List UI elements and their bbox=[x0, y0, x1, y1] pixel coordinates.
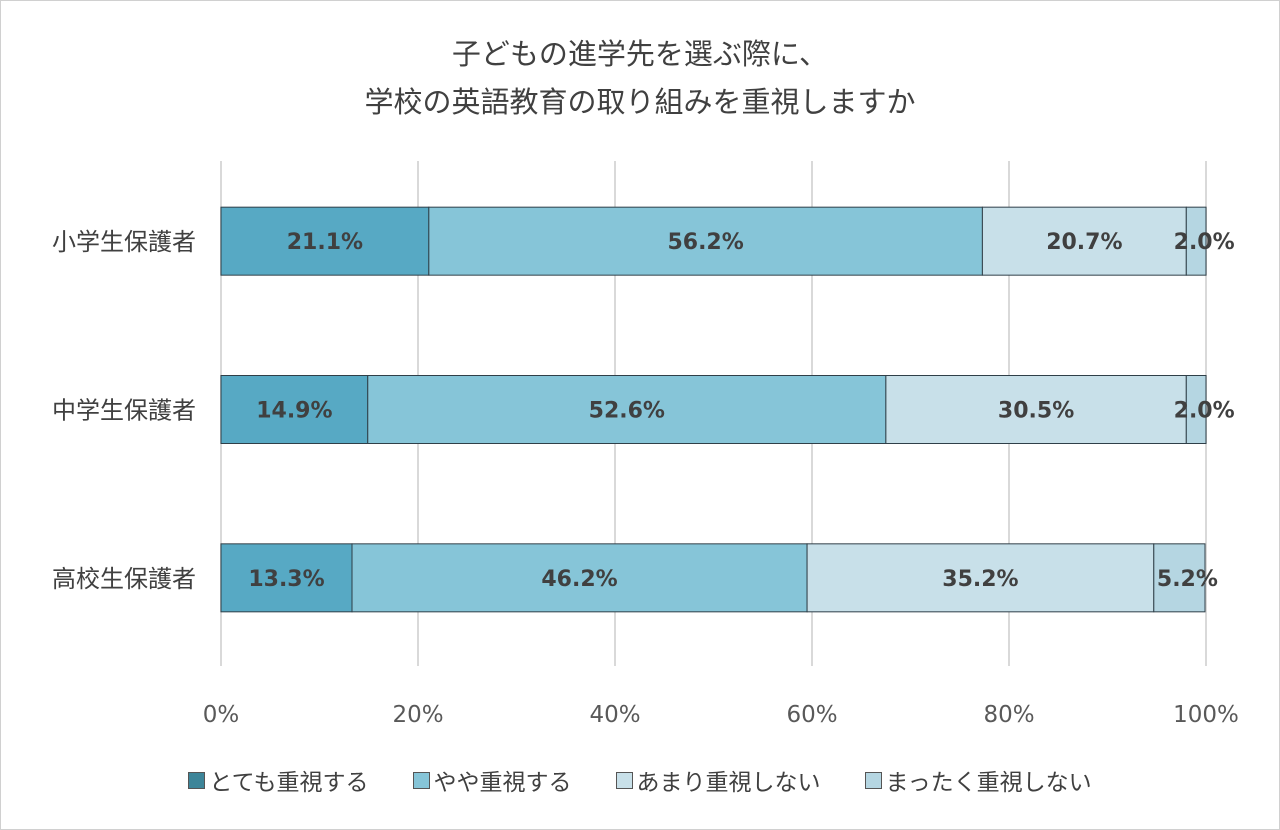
legend-swatch bbox=[188, 771, 206, 789]
bar-segment bbox=[1185, 206, 1207, 276]
bar-segment bbox=[428, 206, 983, 276]
legend-item: やや重視する bbox=[412, 763, 572, 797]
data-label: 2.0% bbox=[1174, 230, 1235, 255]
data-label: 46.2% bbox=[541, 567, 617, 592]
data-label: 13.3% bbox=[248, 567, 324, 592]
bar-segment bbox=[367, 375, 887, 444]
y-category-label: 中学生保護者 bbox=[52, 397, 196, 425]
x-tick-label: 40% bbox=[589, 702, 640, 728]
legend-item: あまり重視しない bbox=[615, 763, 821, 797]
data-label: 52.6% bbox=[589, 399, 665, 424]
data-label: 35.2% bbox=[942, 567, 1018, 592]
legend-swatch bbox=[412, 771, 430, 789]
x-tick-label: 80% bbox=[983, 702, 1034, 728]
x-tick-label: 20% bbox=[392, 702, 443, 728]
bar-segment bbox=[1185, 375, 1207, 444]
bar-segment bbox=[1153, 543, 1206, 613]
legend-item: まったく重視しない bbox=[864, 763, 1092, 797]
x-tick-label: 60% bbox=[786, 702, 837, 728]
data-label: 56.2% bbox=[667, 230, 743, 255]
legend-label: やや重視する bbox=[433, 770, 572, 796]
bar-segment bbox=[981, 206, 1187, 276]
data-label: 14.9% bbox=[256, 399, 332, 424]
y-category-label: 小学生保護者 bbox=[52, 228, 196, 256]
legend-item: とても重視する bbox=[188, 763, 369, 797]
legend-swatch bbox=[615, 771, 633, 789]
data-label: 5.2% bbox=[1157, 567, 1218, 592]
data-label: 30.5% bbox=[998, 399, 1074, 424]
chart-title-line-1: 子どもの進学先を選ぶ際に、 bbox=[451, 37, 829, 71]
data-label: 20.7% bbox=[1046, 230, 1122, 255]
data-label: 21.1% bbox=[287, 230, 363, 255]
chart-title-line-2: 学校の英語教育の取り組みを重視しますか bbox=[364, 85, 916, 119]
legend-label: あまり重視しない bbox=[636, 770, 821, 796]
bar-segment bbox=[220, 375, 369, 444]
y-category-label: 高校生保護者 bbox=[52, 565, 196, 593]
x-tick-label: 100% bbox=[1173, 702, 1239, 728]
bar-segment bbox=[351, 543, 808, 613]
x-tick-label: 0% bbox=[203, 702, 240, 728]
bar-segment bbox=[220, 543, 353, 613]
bar-segment bbox=[220, 206, 430, 276]
legend-label: とても重視する bbox=[209, 770, 369, 796]
legend-label: まったく重視しない bbox=[885, 770, 1092, 796]
bar-segment bbox=[885, 375, 1187, 444]
legend: とても重視する やや重視する あまり重視しない まったく重視しない bbox=[1, 763, 1279, 797]
data-label: 2.0% bbox=[1174, 399, 1235, 424]
legend-swatch bbox=[864, 771, 882, 789]
